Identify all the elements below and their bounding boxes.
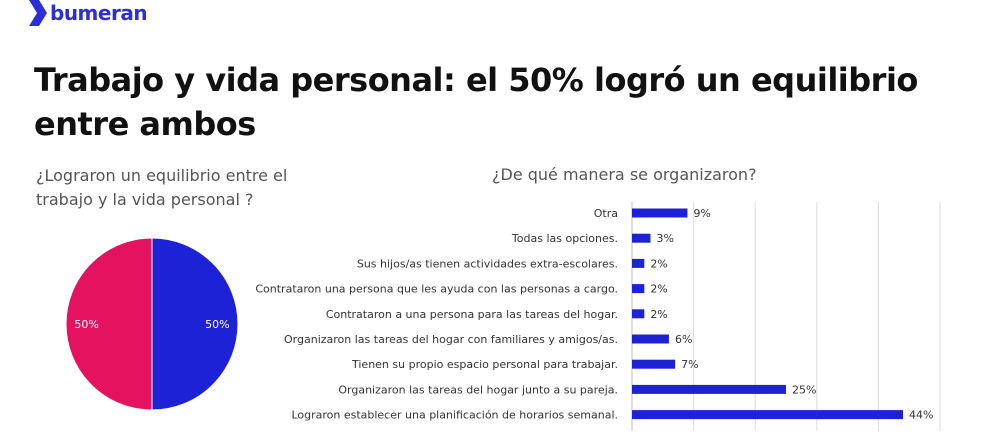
bar <box>632 334 669 344</box>
bar <box>632 208 688 218</box>
bar-category-label: Todas las opciones. <box>511 232 618 245</box>
bar <box>632 233 651 243</box>
bar <box>632 284 645 294</box>
bar <box>632 410 904 420</box>
bumeran-logo: bumeran <box>27 0 148 26</box>
bar <box>632 359 676 369</box>
bar <box>632 309 645 319</box>
bar-category-label: Contrataron a una persona para las tarea… <box>326 308 618 321</box>
bar-category-label: Organizaron las tareas del hogar junto a… <box>338 383 618 396</box>
pie-slice <box>65 237 153 411</box>
bar-category-label: Sus hijos/as tienen actividades extra-es… <box>357 257 618 270</box>
bar <box>632 258 645 268</box>
bar-value-label: 2% <box>650 257 667 270</box>
pie-chart: 50% 50% <box>65 237 239 411</box>
brand-name: bumeran <box>50 1 148 25</box>
bar-value-label: 9% <box>693 207 710 220</box>
bar-value-label: 2% <box>650 308 667 321</box>
pie-slice-label: 50% <box>205 318 229 331</box>
bar-value-label: 25% <box>792 383 816 396</box>
bar-value-label: 6% <box>675 333 692 346</box>
bar-category-label: Organizaron las tareas del hogar con fam… <box>284 333 618 346</box>
bumeran-chevron-icon <box>29 0 47 26</box>
bar-category-label: Otra <box>594 207 618 220</box>
bar-category-label: Tienen su propio espacio personal para t… <box>351 358 618 371</box>
bar-category-label: Contrataron una persona que les ayuda co… <box>255 283 618 296</box>
page-title: Trabajo y vida personal: el 50% logró un… <box>34 61 918 143</box>
bar-value-label: 2% <box>650 283 667 296</box>
bar-value-label: 3% <box>656 232 673 245</box>
bar-value-label: 7% <box>681 358 698 371</box>
pie-slice-label: 50% <box>74 318 98 331</box>
bar-value-label: 44% <box>909 409 933 422</box>
pie-slice <box>151 237 239 411</box>
bar <box>632 384 786 394</box>
bar-category-label: Lograron establecer una planificación de… <box>291 409 618 422</box>
pie-chart-title: ¿Lograron un equilibrio entre el trabajo… <box>36 166 288 209</box>
bar-chart-title: ¿De qué manera se organizaron? <box>492 165 757 184</box>
